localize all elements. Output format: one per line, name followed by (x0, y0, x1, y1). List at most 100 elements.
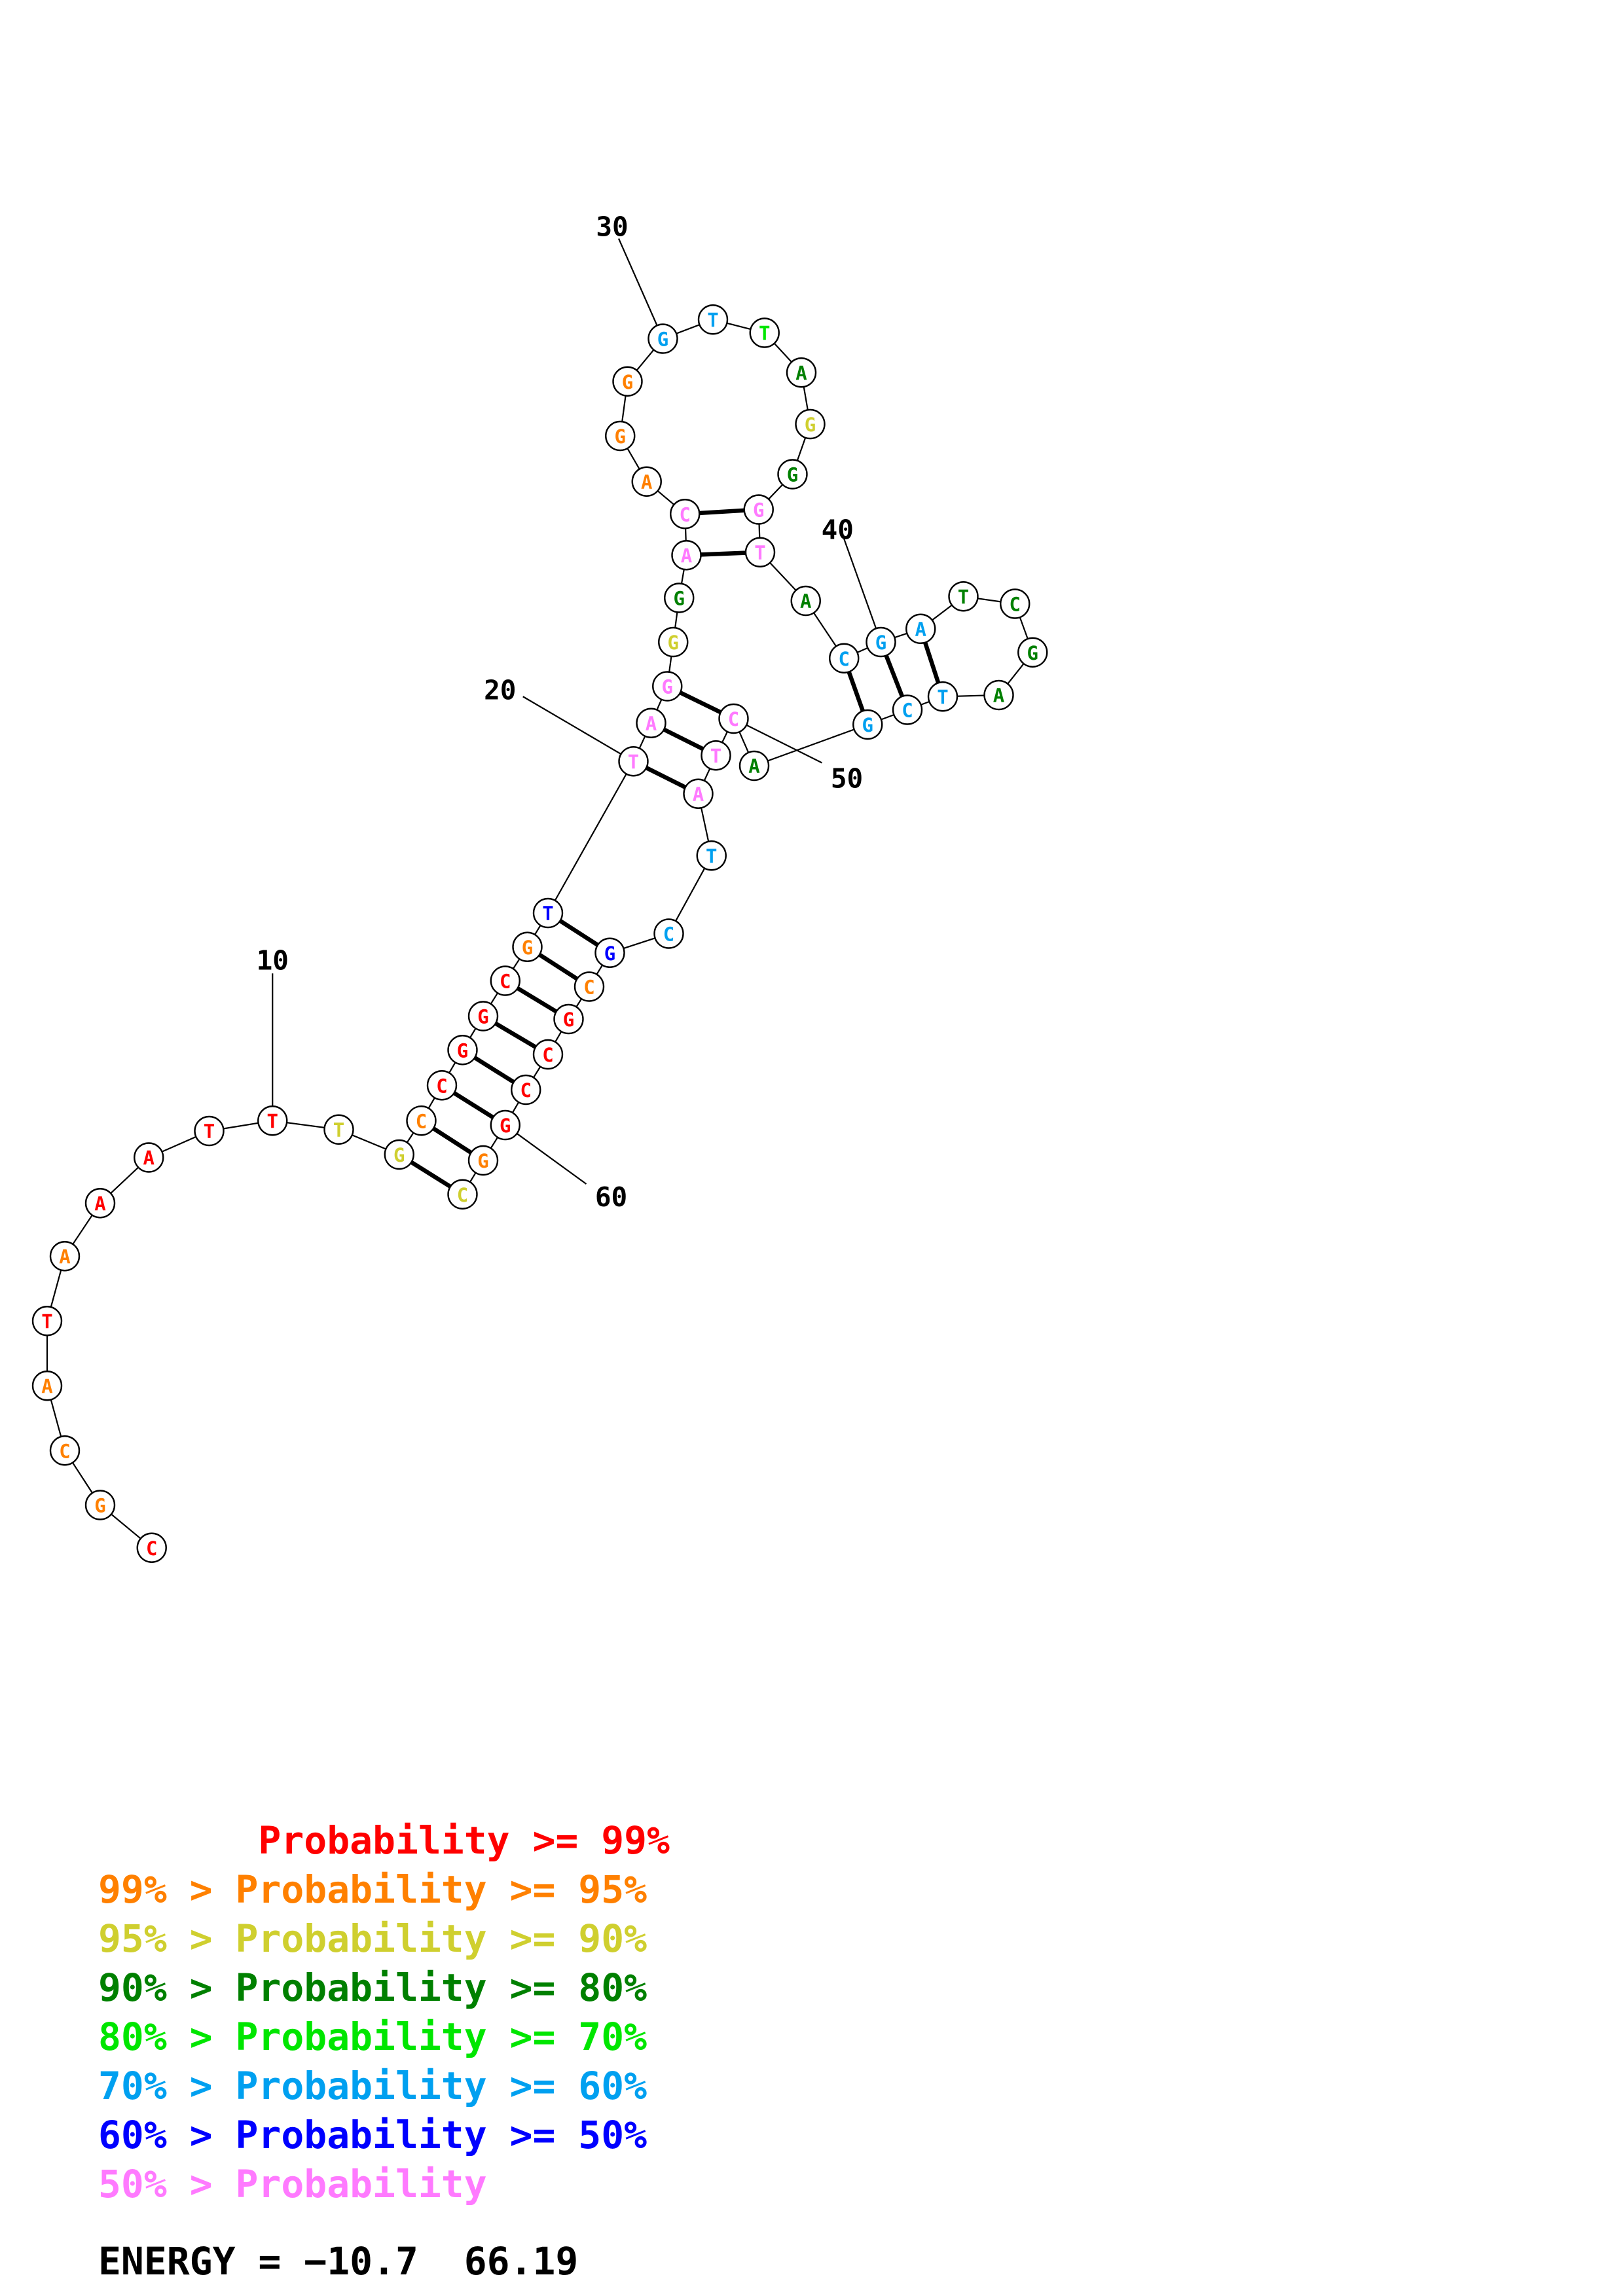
tick-line-20 (522, 696, 622, 755)
nucleotide-circle (511, 1074, 541, 1105)
nucleotide-base: A (641, 471, 652, 493)
nucleotide-base: T (759, 323, 770, 345)
nucleotide-17: C (490, 965, 520, 996)
nucleotide-base: G (522, 937, 533, 959)
nucleotide-base: T (710, 745, 721, 767)
nucleotide-circle (84, 1490, 116, 1520)
nucleotide-5: T (31, 1306, 63, 1336)
nucleotide-circle (696, 840, 727, 871)
nucleotide-46: T (927, 681, 958, 712)
base-pair-14-60 (452, 1091, 494, 1120)
nucleotide-62: C (447, 1179, 478, 1210)
nucleotide-circle (905, 613, 936, 644)
nucleotide-33: A (786, 357, 817, 388)
nucleotide-circle (594, 937, 625, 968)
nucleotide-circle (744, 537, 776, 567)
nucleotide-31: T (697, 304, 729, 335)
base-pair-39-48 (847, 671, 865, 712)
nucleotide-circle (605, 420, 636, 452)
nucleotide-base: C (728, 708, 739, 730)
nucleotide-28: G (605, 420, 636, 452)
nucleotide-circle (743, 494, 774, 525)
nucleotide-40: G (866, 626, 896, 658)
base-pair-12-62 (410, 1160, 452, 1189)
nucleotide-base: T (267, 1110, 278, 1132)
nucleotide-circle (574, 971, 605, 1002)
nucleotide-base: A (993, 685, 1004, 707)
nucleotide-circle (866, 626, 896, 658)
nucleotide-7: A (84, 1188, 116, 1219)
nucleotide-circle (652, 671, 683, 702)
nucleotide-11: T (323, 1114, 354, 1145)
nucleotide-circle (323, 1114, 354, 1145)
nucleotide-12: G (384, 1139, 414, 1170)
base-pair-25-37 (701, 550, 746, 557)
nucleotide-base: A (646, 713, 657, 735)
nucleotide-circle (406, 1105, 437, 1136)
nucleotide-circle (701, 740, 731, 771)
nucleotide-circle (194, 1115, 225, 1147)
nucleotide-circle (658, 626, 689, 658)
nucleotide-base: A (748, 755, 759, 778)
nucleotide-base: T (333, 1119, 344, 1141)
nucleotide-61: G (467, 1145, 499, 1176)
nucleotide-circle (31, 1371, 63, 1401)
nucleotide-base: G (563, 1009, 574, 1031)
nucleotide-30: G (647, 323, 678, 354)
nucleotide-circle (512, 931, 543, 962)
nucleotide-base: G (457, 1039, 468, 1062)
nucleotide-51: T (701, 740, 731, 771)
tick-label-10: 10 (257, 944, 289, 976)
nucleotide-20: T (618, 746, 649, 777)
nucleotide-base: C (1010, 594, 1021, 616)
nucleotide-base: G (875, 632, 886, 654)
nucleotide-14: C (426, 1070, 458, 1101)
nucleotide-base: G (862, 714, 873, 736)
nucleotide-base: T (707, 309, 718, 331)
nucleotide-9: T (194, 1115, 225, 1147)
nucleotide-circle (852, 709, 883, 740)
nucleotide-circle (892, 694, 923, 725)
energy-label: ENERGY = −10.7 66.19 (98, 2239, 578, 2284)
nucleotide-circle (532, 897, 564, 929)
nucleotide-42: T (948, 581, 979, 612)
nucleotide-circle (671, 540, 702, 571)
nucleotide-circle (718, 703, 749, 734)
legend-entry-4: 80% > Probability >= 70% (98, 2015, 647, 2059)
nucleotide-base: A (800, 590, 811, 613)
base-pair-17-57 (516, 986, 558, 1014)
base-pair-layer (410, 508, 941, 1189)
base-pair-26-36 (699, 508, 744, 516)
nucleotide-circle (490, 1109, 520, 1141)
nucleotide-base: G (668, 632, 679, 654)
nucleotide-base: A (41, 1375, 52, 1397)
nucleotide-base: T (628, 751, 639, 773)
nucleotide-23: G (658, 626, 689, 658)
nucleotide-base: T (204, 1121, 215, 1143)
nucleotide-60: G (490, 1109, 520, 1141)
nucleotide-circle (553, 1003, 584, 1035)
nucleotide-58: C (532, 1039, 564, 1070)
nucleotide-circle (983, 679, 1014, 711)
tick-line-30 (617, 238, 658, 326)
nucleotide-base: T (937, 686, 948, 708)
nucleotide-15: G (447, 1035, 478, 1066)
nucleotide-10: T (257, 1105, 288, 1136)
tick-line-40 (843, 539, 877, 629)
nucleotide-35: G (777, 459, 808, 490)
nucleotide-circle (1017, 637, 1048, 668)
nucleotide-circle (653, 918, 684, 949)
nucleotide-base: T (542, 903, 553, 925)
backbone-layer (46, 319, 1034, 1549)
nucleotide-base: G (657, 329, 668, 351)
nucleotide-base: G (500, 1115, 511, 1137)
nucleotide-18: G (512, 931, 543, 962)
nucleotide-base: G (753, 499, 764, 522)
nucleotide-circle (447, 1179, 478, 1210)
nucleotide-circle (612, 366, 643, 397)
legend-entry-3: 90% > Probability >= 80% (98, 1965, 647, 2010)
nucleotide-circle (467, 1001, 499, 1031)
nucleotide-circle (749, 317, 780, 348)
nucleotide-base: A (693, 783, 704, 806)
